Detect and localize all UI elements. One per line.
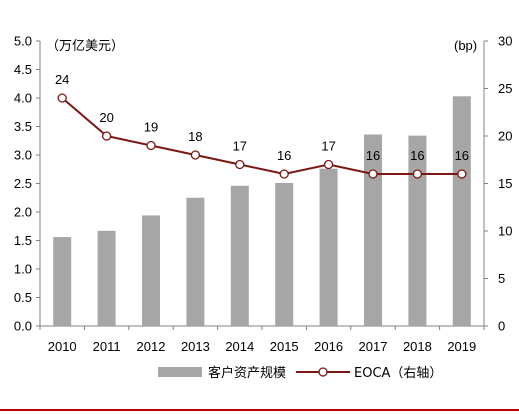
left-tick-label: 5.0 [14,34,32,49]
legend-bar-label: 客户资产规模 [208,365,286,381]
line-series [57,93,467,179]
x-tick-label: 2012 [137,339,166,354]
data-labels: 24 20 19 18 17 16 17 16 16 16 [55,72,469,163]
left-tick-label: 3.0 [14,148,32,163]
data-label: 16 [366,148,380,163]
data-label: 16 [410,148,424,163]
eoca-point [101,131,112,141]
right-axis-unit: (bp) [454,38,477,53]
left-tick-label: 3.5 [14,119,32,134]
x-tick-label: 2018 [403,339,432,354]
data-label: 18 [188,129,202,144]
bar [97,230,116,326]
right-tick-label: 10 [498,224,512,239]
bar [142,215,160,326]
eoca-point [146,140,156,151]
x-tick-label: 2016 [314,339,343,354]
left-tick-label: 1.5 [14,233,32,248]
right-tick-label: 25 [498,81,512,96]
left-tick-label: 0.0 [14,319,32,334]
eoca-point [57,93,67,103]
left-tick-label: 2.0 [14,205,32,220]
right-tick-label: 20 [498,129,512,144]
x-tick-label: 2011 [93,339,121,354]
left-axis-unit: （万亿美元） [46,39,124,54]
data-label: 17 [233,139,247,154]
eoca-line [61,97,462,176]
x-tick-label: 2015 [270,339,299,354]
left-tick-label: 4.0 [14,91,32,106]
bar [364,134,382,326]
bar [319,168,338,326]
x-tick-label: 2010 [48,339,77,354]
data-label: 24 [55,72,69,87]
data-label: 16 [455,148,469,163]
eoca-point [323,159,334,170]
eoca-point [279,169,289,179]
bar [275,182,294,326]
left-tick-label: 0.5 [14,290,32,305]
right-tick-label: 15 [498,176,512,191]
bar [408,135,427,326]
legend-line-marker [318,367,328,377]
data-label: 16 [277,148,291,163]
x-tick-label: 2014 [225,339,254,354]
right-tick-label: 5 [498,271,505,286]
bar [230,185,249,326]
left-tick-label: 2.5 [14,176,32,191]
left-tick-label: 4.5 [14,62,32,77]
eoca-point [235,159,245,170]
x-tick-labels: 2010 2011 2012 2013 2014 2015 2016 2017 2018 2019 [48,339,477,354]
x-tick-label: 2017 [359,339,388,354]
legend-bar-swatch [158,367,202,377]
data-label: 17 [321,139,335,154]
axes: 0.0 0.5 1.0 1.5 2.0 2.5 3.0 3.5 4.0 4.5 5.0 0 5 10 15 2… [14,34,513,334]
left-tick-label: 1.0 [14,262,32,277]
bar-series [53,96,471,326]
x-tick-label: 2019 [447,339,476,354]
legend: 客户资产规模 EOCA（右轴） [158,365,442,381]
data-label: 20 [99,110,113,125]
eoca-point [457,169,467,179]
eoca-point [368,169,378,179]
right-tick-label: 30 [498,34,512,49]
legend-line-label: EOCA（右轴） [354,366,442,381]
bar [452,96,471,326]
data-label: 19 [144,120,158,135]
eoca-point [412,169,423,179]
x-tick-label: 2013 [181,339,210,354]
eoca-point [190,150,201,160]
right-tick-label: 0 [498,319,505,334]
bar [186,197,205,326]
bar [53,237,72,326]
